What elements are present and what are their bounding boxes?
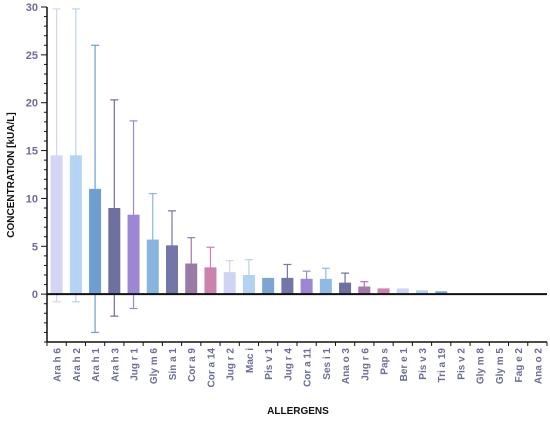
y-axis-ticks: 0 5 10 15 20 25 30 <box>26 2 47 343</box>
y-tick-label: 0 <box>32 289 38 301</box>
x-axis-ticks: Ara h 6 Ara h 2 Ara h 1 Ara h 3 Jug r 1 Gly m… <box>46 342 548 388</box>
x-tick-label: Tri a 19 <box>437 348 448 383</box>
x-tick-label: Ara h 1 <box>91 348 102 382</box>
y-tick-label: 5 <box>32 241 38 253</box>
x-tick-label: Ana o 3 <box>341 348 352 385</box>
x-tick-label: Jug r 6 <box>360 348 371 381</box>
x-tick-label: Gly m 6 <box>149 348 160 385</box>
x-tick-label: Gly m 5 <box>495 348 506 385</box>
bar <box>416 290 428 295</box>
error-bars <box>52 8 369 334</box>
x-tick-label: Ana o 2 <box>533 348 544 385</box>
y-tick-label: 20 <box>26 98 38 110</box>
x-tick-label: Pis v 2 <box>456 348 467 380</box>
x-tick-label: Gly m 8 <box>476 348 487 385</box>
x-tick-label: Ara h 6 <box>53 348 64 382</box>
bar <box>435 291 448 295</box>
y-axis-title: CONCENTRATION [kUA/L] <box>6 112 17 237</box>
x-tick-label: Jug r 2 <box>226 348 237 381</box>
bar <box>262 277 275 295</box>
x-tick-label: Cor a 9 <box>187 348 198 382</box>
x-tick-label: Jug r 4 <box>283 348 294 381</box>
x-tick-label: Pis v 3 <box>418 348 429 380</box>
x-tick-label: Ara h 2 <box>72 348 83 382</box>
x-tick-label: Pis v 1 <box>264 348 275 380</box>
y-tick-label: 15 <box>26 146 38 158</box>
x-axis-title: ALLERGENS <box>267 406 329 417</box>
y-tick-label: 10 <box>26 193 38 205</box>
x-tick-label: Ber e 1 <box>399 348 410 382</box>
y-tick-label: 25 <box>26 50 38 62</box>
x-tick-label: Pap s <box>380 348 391 375</box>
y-tick-label: 30 <box>26 2 38 14</box>
x-tick-label: Fag e 2 <box>514 348 525 383</box>
x-tick-label: Jug r 1 <box>130 348 141 381</box>
x-tick-label: Ses i 1 <box>322 348 333 380</box>
bar <box>396 288 409 295</box>
x-tick-label: Ara h 3 <box>110 348 121 382</box>
x-tick-label: Cor a 11 <box>303 348 314 387</box>
x-tick-label: Sin a 1 <box>168 348 179 381</box>
x-tick-label: Cor a 14 <box>206 348 217 388</box>
bar <box>377 288 390 295</box>
x-tick-label: Mac i <box>245 348 256 373</box>
